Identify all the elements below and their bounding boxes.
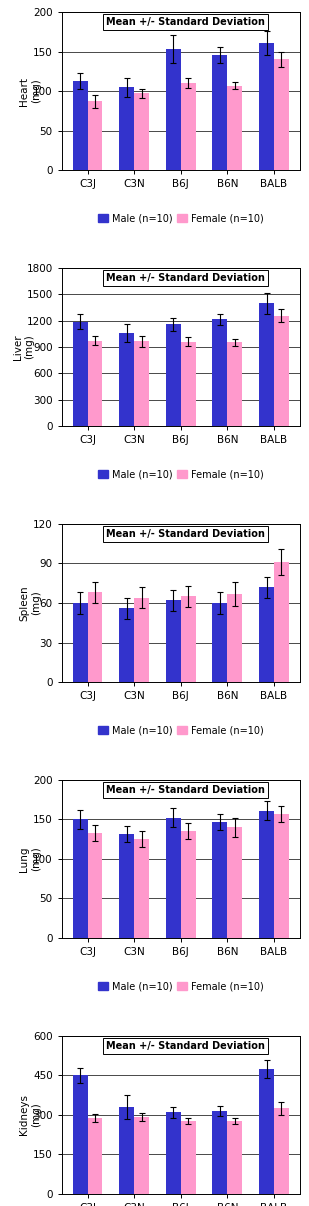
Bar <box>274 59 289 170</box>
Legend: Male (n=10), Female (n=10): Male (n=10), Female (n=10) <box>94 210 267 228</box>
Y-axis label: Spleen
(mg): Spleen (mg) <box>19 585 41 621</box>
Text: Mean +/- Standard Deviation: Mean +/- Standard Deviation <box>106 785 265 795</box>
Bar <box>87 592 103 683</box>
Text: Mean +/- Standard Deviation: Mean +/- Standard Deviation <box>106 273 265 282</box>
Bar <box>119 87 134 170</box>
Text: Mean +/- Standard Deviation: Mean +/- Standard Deviation <box>106 528 265 539</box>
Bar <box>119 1107 134 1194</box>
Bar <box>213 1111 227 1194</box>
Bar <box>166 49 181 170</box>
Bar <box>134 93 149 170</box>
Bar <box>227 343 242 426</box>
Text: Mean +/- Standard Deviation: Mean +/- Standard Deviation <box>106 17 265 27</box>
Bar <box>259 587 274 683</box>
Bar <box>274 316 289 426</box>
Bar <box>181 83 196 170</box>
Bar <box>166 324 181 426</box>
Bar <box>119 833 134 938</box>
Bar <box>259 303 274 426</box>
Bar <box>134 839 149 938</box>
Bar <box>181 831 196 938</box>
Y-axis label: Lung
(mg): Lung (mg) <box>19 847 41 872</box>
Legend: Male (n=10), Female (n=10): Male (n=10), Female (n=10) <box>94 721 267 739</box>
Bar <box>119 608 134 683</box>
Legend: Male (n=10), Female (n=10): Male (n=10), Female (n=10) <box>94 466 267 484</box>
Bar <box>87 833 103 938</box>
Bar <box>134 341 149 426</box>
Y-axis label: Heart
(mg): Heart (mg) <box>19 76 41 106</box>
Bar <box>274 562 289 683</box>
Text: Mean +/- Standard Deviation: Mean +/- Standard Deviation <box>106 1041 265 1050</box>
Bar <box>274 1108 289 1194</box>
Bar <box>181 341 196 426</box>
Bar <box>73 819 87 938</box>
Bar <box>73 603 87 683</box>
Bar <box>181 1120 196 1194</box>
Bar <box>87 341 103 426</box>
Bar <box>227 1120 242 1194</box>
Bar <box>119 333 134 426</box>
Bar <box>73 1076 87 1194</box>
Bar <box>87 1118 103 1194</box>
Bar <box>213 821 227 938</box>
Bar <box>227 593 242 683</box>
Bar <box>73 322 87 426</box>
Bar <box>166 1112 181 1194</box>
Bar <box>213 320 227 426</box>
Bar <box>166 818 181 938</box>
Bar <box>259 1069 274 1194</box>
Bar <box>213 603 227 683</box>
Bar <box>274 814 289 938</box>
Bar <box>181 597 196 683</box>
Bar <box>166 601 181 683</box>
Bar <box>259 810 274 938</box>
Bar <box>227 86 242 170</box>
Bar <box>259 43 274 170</box>
Y-axis label: Kidneys
(mg): Kidneys (mg) <box>19 1094 41 1135</box>
Legend: Male (n=10), Female (n=10): Male (n=10), Female (n=10) <box>94 978 267 995</box>
Bar <box>134 1117 149 1194</box>
Bar <box>73 81 87 170</box>
Bar <box>227 827 242 938</box>
Y-axis label: Liver
(mg): Liver (mg) <box>13 334 35 359</box>
Bar <box>134 598 149 683</box>
Bar <box>213 54 227 170</box>
Bar <box>87 101 103 170</box>
